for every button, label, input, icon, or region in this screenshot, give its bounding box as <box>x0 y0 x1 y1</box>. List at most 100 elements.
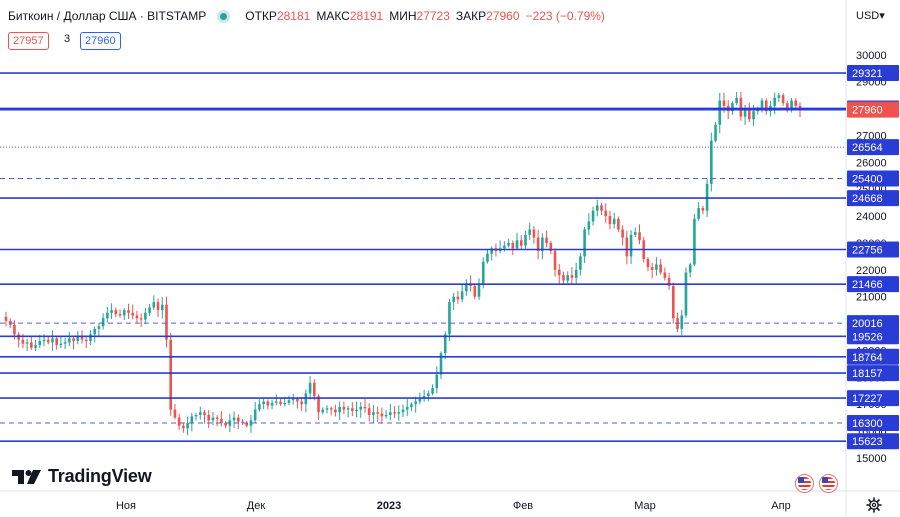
close-value: 27960 <box>486 9 520 23</box>
candle-body <box>579 256 582 270</box>
candle-body <box>139 318 143 320</box>
level-label: 22756 <box>852 244 883 256</box>
candle-body <box>655 264 658 270</box>
x-tick-label: 2023 <box>377 500 401 512</box>
us-flag-icon[interactable] <box>819 474 838 493</box>
level-label: 21466 <box>852 279 883 291</box>
candle-body <box>224 423 227 426</box>
x-tick-label: Дек <box>247 500 266 512</box>
low-value: 27723 <box>416 9 450 23</box>
level-label-box <box>847 101 899 118</box>
candle-body <box>553 251 557 270</box>
candle-body <box>731 103 734 112</box>
candle-body <box>477 283 481 297</box>
market-open-dot-icon <box>220 12 228 20</box>
x-tick-label: Фев <box>513 500 533 512</box>
candle-body <box>481 261 485 284</box>
candle-body <box>511 242 515 249</box>
symbol-header: Биткоин / Доллар США · BITSTAMP ОТКР 2818… <box>8 9 605 23</box>
candle-body <box>135 315 139 319</box>
candle-body <box>405 406 409 410</box>
us-flag-icon[interactable] <box>795 474 814 493</box>
level-label: 24668 <box>852 193 883 205</box>
candle-body <box>452 296 455 303</box>
candle-body <box>773 97 776 106</box>
level-label: 15623 <box>852 436 883 448</box>
candle-body <box>351 408 354 411</box>
tradingview-logo[interactable]: TradingView <box>12 466 152 487</box>
candle-body <box>236 417 240 422</box>
candle-body <box>338 406 341 413</box>
candle-body <box>211 417 215 421</box>
close-label: ЗАКР <box>455 9 487 23</box>
candle-body <box>460 291 464 300</box>
candle-body <box>566 275 570 281</box>
candle-body <box>30 342 33 348</box>
candle-body <box>431 388 434 394</box>
sell-price-button[interactable]: 27957 <box>8 32 49 50</box>
candle-body <box>118 314 122 316</box>
candle-body <box>72 338 75 342</box>
candle-body <box>473 285 477 297</box>
open-value: 28181 <box>276 9 311 23</box>
level-label-box <box>847 348 899 365</box>
candle-body <box>414 401 417 405</box>
x-tick-label: Мар <box>634 500 656 512</box>
tradingview-logo-icon <box>12 469 41 484</box>
level-label: 25400 <box>852 173 883 185</box>
gear-icon[interactable] <box>866 497 882 513</box>
level-label-box <box>847 241 899 258</box>
candle-body <box>701 208 705 211</box>
candle-body <box>329 408 333 410</box>
candle-body <box>748 108 751 120</box>
candle-body <box>519 240 523 246</box>
candle-body <box>684 272 688 316</box>
candle-body <box>165 304 168 340</box>
candle-body <box>144 312 147 320</box>
candle-body <box>291 398 295 401</box>
candle-body <box>562 275 565 281</box>
candle-body <box>21 339 25 344</box>
candle-body <box>794 100 798 106</box>
candle-body <box>659 264 662 273</box>
candle-body <box>443 334 447 354</box>
candle-body <box>633 232 637 235</box>
candle-body <box>194 414 198 417</box>
candle-body <box>524 234 527 246</box>
level-label: 27960 <box>852 105 883 117</box>
candle-body <box>266 401 270 406</box>
candle-body <box>663 272 667 278</box>
candle-body <box>401 409 405 413</box>
candle-body <box>59 343 63 346</box>
candle-body <box>545 237 548 243</box>
candle-body <box>317 396 320 413</box>
level-label: 18764 <box>852 352 883 364</box>
candle-body <box>629 234 633 257</box>
buy-price-button[interactable]: 27960 <box>80 32 121 50</box>
candle-body <box>722 100 726 106</box>
currency-selector[interactable]: USD▾ <box>856 10 885 22</box>
candle-body <box>680 315 684 329</box>
high-label: МАКС <box>316 9 350 23</box>
candle-body <box>557 269 561 276</box>
candle-body <box>410 404 413 407</box>
candle-body <box>156 302 160 311</box>
candle-body <box>367 408 371 415</box>
candle-body <box>249 420 253 426</box>
candle-body <box>515 240 519 249</box>
candle-body <box>786 103 789 109</box>
y-tick-label: 30000 <box>856 50 887 62</box>
candle-body <box>490 248 494 254</box>
candle-body <box>160 304 164 311</box>
level-label-box <box>847 170 899 187</box>
candle-body <box>177 417 181 426</box>
candle-body <box>384 414 388 417</box>
candle-body <box>296 398 299 402</box>
candle-body <box>342 406 346 410</box>
candle-body <box>106 312 109 319</box>
candle-body <box>625 237 629 257</box>
symbol-title[interactable]: Биткоин / Доллар США · BITSTAMP <box>8 9 207 23</box>
candle-body <box>718 100 722 125</box>
candle-body <box>549 242 553 251</box>
